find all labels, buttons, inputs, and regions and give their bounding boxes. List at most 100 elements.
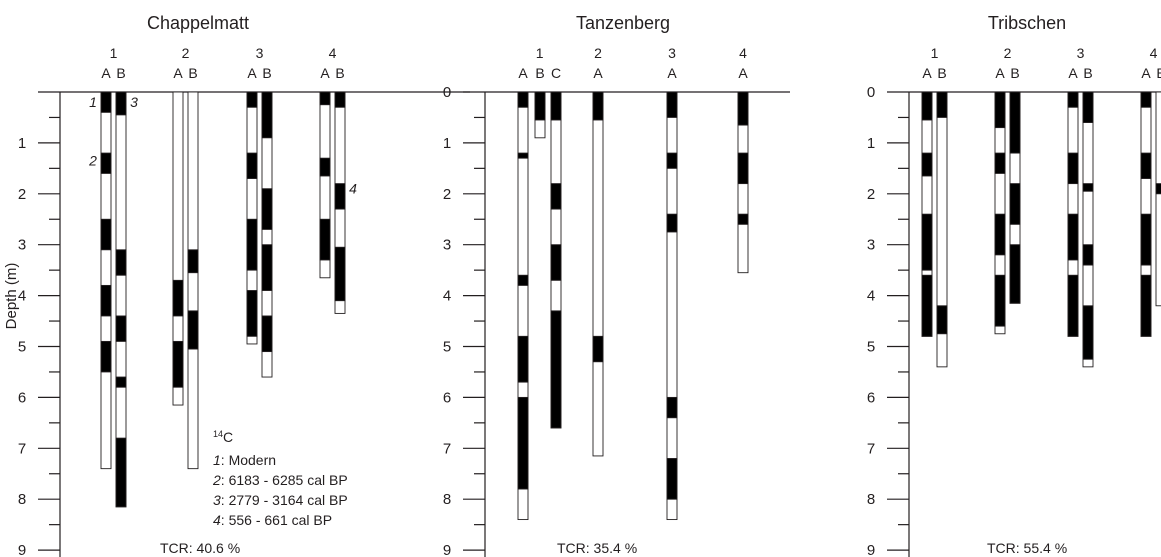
core-black-segment	[936, 305, 948, 335]
core-black-segment	[666, 91, 678, 118]
depth-tick-label: 2	[443, 186, 451, 203]
radiocarbon-marker: 1	[89, 94, 97, 110]
core-black-segment	[666, 396, 678, 419]
core-black-segment	[1082, 305, 1094, 360]
core-black-segment	[666, 213, 678, 233]
core-sub-label: B	[1156, 65, 1161, 81]
legend-entry-text: : Modern	[221, 452, 276, 468]
radiocarbon-marker: 2	[88, 153, 97, 169]
core-black-segment	[666, 152, 678, 169]
tcr-label: TCR: 35.4 %	[557, 540, 637, 556]
core-black-segment	[334, 246, 346, 302]
core-group-label: 2	[1004, 45, 1012, 61]
core-black-segment	[517, 335, 529, 383]
core-black-segment	[1155, 183, 1161, 195]
core-black-segment	[550, 183, 562, 210]
core-black-segment	[550, 310, 562, 429]
core-black-segment	[921, 91, 933, 121]
depth-tick-label: 0	[867, 84, 875, 101]
panel-title-tribschen: Tribschen	[988, 13, 1066, 33]
core-black-segment	[100, 218, 112, 251]
core-black-segment	[994, 91, 1006, 129]
depth-tick-label: 3	[867, 237, 875, 254]
core-black-segment	[550, 91, 562, 121]
legend-entry-number: 4	[213, 512, 221, 528]
core-sub-label: B	[937, 65, 946, 81]
depth-tick-label: 2	[18, 186, 26, 203]
core-black-segment	[1067, 91, 1079, 108]
core-black-segment	[334, 91, 346, 108]
core-black-segment	[737, 213, 749, 225]
core-black-segment	[261, 315, 273, 353]
core-sub-label: B	[188, 65, 197, 81]
depth-tick-label: 4	[18, 288, 26, 305]
core-black-segment	[319, 91, 331, 106]
depth-tick-label: 3	[18, 237, 26, 254]
core-black-segment	[261, 188, 273, 230]
depth-tick-label: 4	[443, 288, 451, 305]
core-black-segment	[1082, 244, 1094, 266]
core-sub-label: A	[1068, 65, 1078, 81]
core-black-segment	[994, 152, 1006, 174]
panel-title-chappelmatt: Chappelmatt	[147, 13, 249, 33]
core-black-segment	[319, 157, 331, 177]
depth-tick-label: 9	[867, 542, 875, 557]
core-sub-label: B	[535, 65, 544, 81]
depth-tick-label: 9	[18, 542, 26, 557]
depth-tick-label: 1	[443, 135, 451, 152]
core-black-segment	[172, 340, 184, 388]
core-sub-label: A	[173, 65, 183, 81]
core-sub-label: B	[335, 65, 344, 81]
legend-entry-text: : 2779 - 3164 cal BP	[221, 492, 348, 508]
core-black-segment	[319, 218, 331, 261]
legend-entry: 3: 2779 - 3164 cal BP	[213, 492, 348, 508]
core-sub-label: A	[247, 65, 257, 81]
core-black-segment	[261, 244, 273, 291]
legend-entry: 1: Modern	[213, 452, 276, 468]
core-black-segment	[246, 152, 258, 179]
depth-tick-label: 8	[867, 491, 875, 508]
core-black-segment	[1082, 183, 1094, 192]
core-black-segment	[517, 396, 529, 490]
radiocarbon-marker: 4	[349, 181, 357, 197]
core-black-segment	[115, 437, 127, 508]
core-black-segment	[921, 152, 933, 177]
core-black-segment	[187, 310, 199, 350]
core-black-segment	[115, 249, 127, 276]
core-group-label: 3	[256, 45, 264, 61]
core-black-segment	[1140, 274, 1152, 337]
core-black-segment	[115, 91, 127, 116]
core-black-segment	[1009, 183, 1021, 225]
core-black-segment	[246, 91, 258, 108]
core-black-segment	[666, 458, 678, 500]
core-black-segment	[1009, 91, 1021, 154]
core-black-segment	[994, 213, 1006, 256]
depth-tick-label: 4	[867, 288, 875, 305]
core-sub-label: A	[593, 65, 603, 81]
core-black-segment	[517, 274, 529, 286]
depth-tick-label: 7	[443, 440, 451, 457]
core-bar	[1155, 91, 1161, 307]
core-sub-label: A	[667, 65, 677, 81]
core-sub-label: A	[738, 65, 748, 81]
core-black-segment	[994, 274, 1006, 327]
legend-entry-text: : 6183 - 6285 cal BP	[221, 472, 348, 488]
core-black-segment	[592, 91, 604, 121]
core-group-label: 4	[739, 45, 747, 61]
core-black-segment	[1140, 152, 1152, 179]
core-black-segment	[100, 284, 112, 317]
legend-entry-number: 2	[212, 472, 221, 488]
depth-tick-label: 6	[18, 389, 26, 406]
depth-tick-label: 6	[443, 389, 451, 406]
core-black-segment	[334, 183, 346, 210]
tcr-label: TCR: 55.4 %	[987, 540, 1067, 556]
panel-title-tanzenberg: Tanzenberg	[576, 13, 670, 33]
core-bar	[172, 91, 184, 406]
core-bar	[100, 91, 112, 470]
depth-tick-label: 7	[867, 440, 875, 457]
depth-tick-label: 6	[867, 389, 875, 406]
core-black-segment	[921, 213, 933, 271]
legend-entry: 2: 6183 - 6285 cal BP	[212, 472, 348, 488]
depth-tick-label: 9	[443, 542, 451, 557]
